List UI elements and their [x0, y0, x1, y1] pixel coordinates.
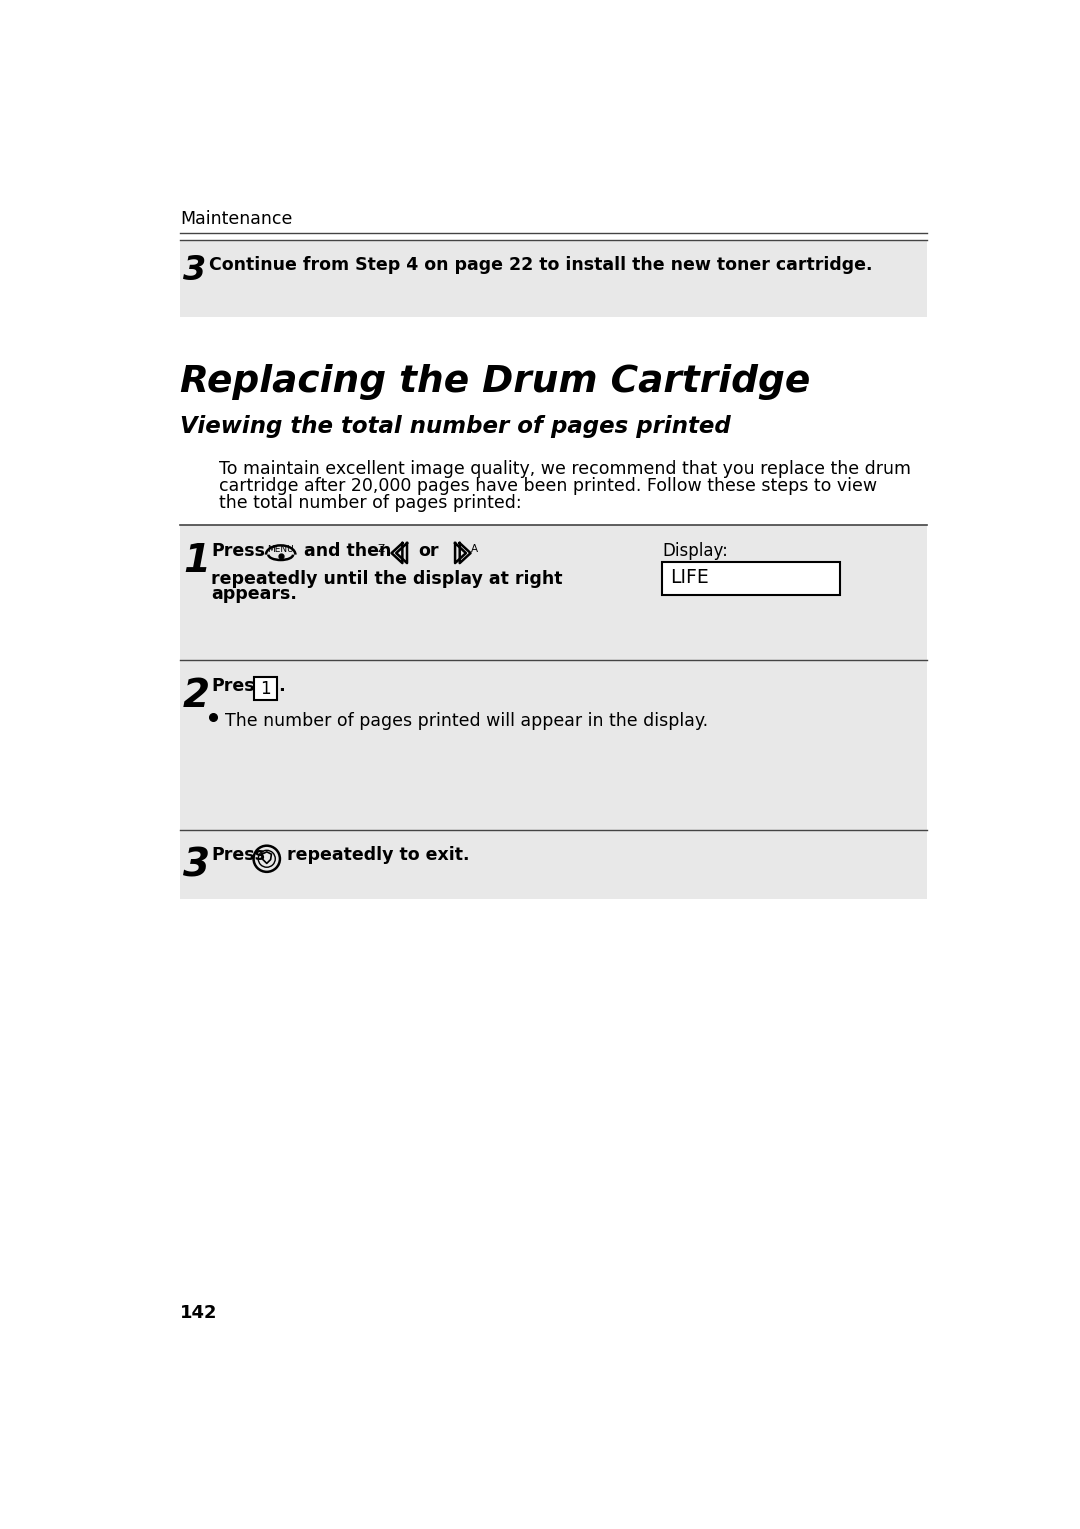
Text: 142: 142: [180, 1304, 217, 1323]
FancyBboxPatch shape: [254, 677, 276, 700]
Text: repeatedly until the display at right: repeatedly until the display at right: [211, 570, 563, 589]
Text: 3: 3: [183, 254, 206, 287]
Text: Replacing the Drum Cartridge: Replacing the Drum Cartridge: [180, 364, 810, 399]
Text: Continue from Step 4 on page 22 to install the new toner cartridge.: Continue from Step 4 on page 22 to insta…: [210, 255, 873, 274]
Text: Viewing the total number of pages printed: Viewing the total number of pages printe…: [180, 416, 731, 439]
Text: A: A: [471, 544, 477, 553]
Text: appears.: appears.: [211, 586, 297, 604]
FancyBboxPatch shape: [662, 563, 840, 595]
Text: or: or: [419, 543, 440, 560]
Text: LIFE: LIFE: [670, 567, 708, 587]
Text: 1: 1: [183, 543, 210, 581]
Text: Press: Press: [211, 677, 265, 696]
Text: .: .: [279, 677, 285, 696]
Text: Press: Press: [211, 847, 265, 864]
Text: and then: and then: [303, 543, 391, 560]
Text: repeatedly to exit.: repeatedly to exit.: [287, 847, 470, 864]
Text: Display:: Display:: [662, 543, 728, 560]
Text: Z: Z: [378, 544, 384, 553]
FancyBboxPatch shape: [180, 240, 927, 318]
Text: the total number of pages printed:: the total number of pages printed:: [218, 494, 522, 512]
Text: MENU: MENU: [267, 546, 294, 555]
FancyBboxPatch shape: [180, 526, 927, 899]
Text: cartridge after 20,000 pages have been printed. Follow these steps to view: cartridge after 20,000 pages have been p…: [218, 477, 877, 495]
Text: 3: 3: [183, 847, 210, 884]
Text: The number of pages printed will appear in the display.: The number of pages printed will appear …: [225, 711, 708, 729]
Text: To maintain excellent image quality, we recommend that you replace the drum: To maintain excellent image quality, we …: [218, 460, 910, 479]
Text: Press: Press: [211, 543, 265, 560]
Text: 2: 2: [183, 677, 210, 716]
Text: Maintenance: Maintenance: [180, 209, 293, 228]
Text: 1: 1: [260, 679, 270, 697]
